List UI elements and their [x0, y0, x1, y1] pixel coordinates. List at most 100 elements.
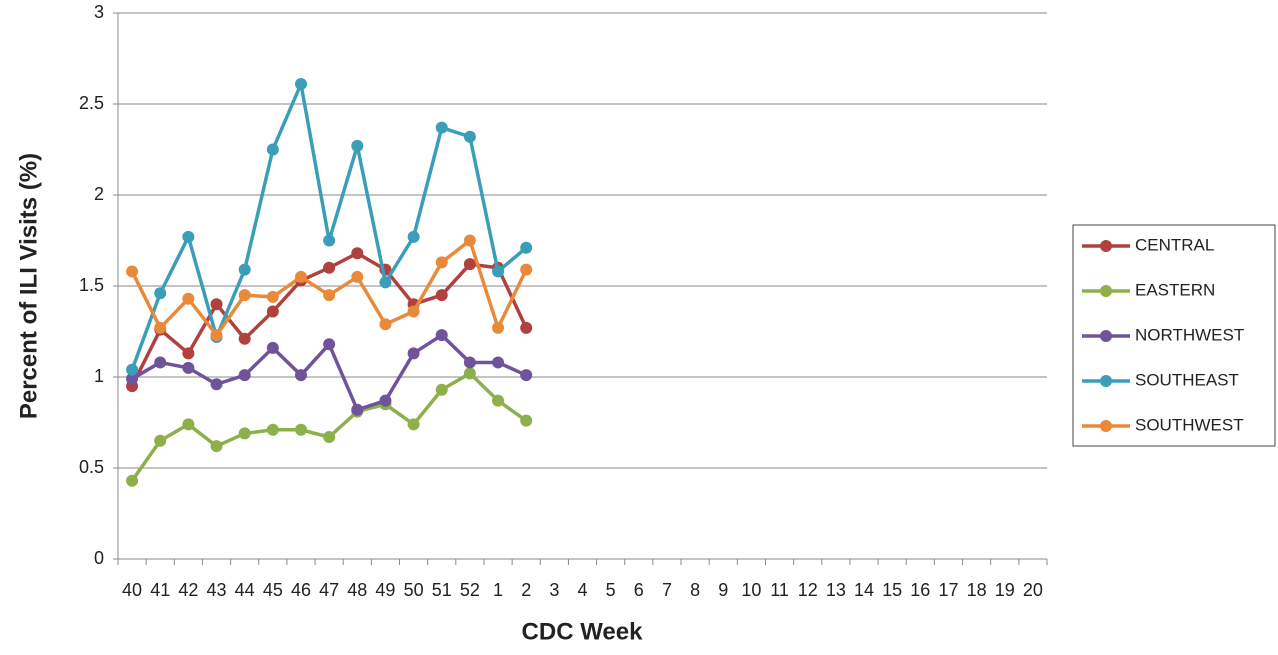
x-tick-label: 47	[319, 580, 339, 600]
point	[294, 270, 307, 283]
point	[407, 347, 420, 360]
x-tick-label: 16	[910, 580, 930, 600]
point	[154, 356, 167, 369]
point	[492, 356, 505, 369]
y-tick-label: 2	[94, 184, 104, 204]
x-tick-label: 45	[263, 580, 283, 600]
point	[266, 423, 279, 436]
x-tick-label: 9	[718, 580, 728, 600]
x-tick-label: 4	[577, 580, 587, 600]
point	[351, 139, 364, 152]
x-tick-label: 3	[549, 580, 559, 600]
point	[182, 230, 195, 243]
point	[210, 440, 223, 453]
x-tick-label: 5	[606, 580, 616, 600]
point	[379, 276, 392, 289]
x-tick-label: 10	[741, 580, 761, 600]
legend-marker	[1100, 420, 1112, 432]
legend-marker	[1100, 330, 1112, 342]
point	[463, 356, 476, 369]
y-tick-label: 0	[94, 548, 104, 568]
x-tick-label: 46	[291, 580, 311, 600]
legend-label: SOUTHEAST	[1135, 370, 1239, 389]
point	[435, 383, 448, 396]
point	[520, 414, 533, 427]
point	[463, 258, 476, 271]
legend-label: EASTERN	[1135, 280, 1215, 299]
x-tick-label: 13	[826, 580, 846, 600]
x-tick-label: 6	[634, 580, 644, 600]
point	[463, 234, 476, 247]
x-tick-label: 52	[460, 580, 480, 600]
point	[323, 431, 336, 444]
x-tick-label: 44	[235, 580, 255, 600]
point	[323, 234, 336, 247]
point	[492, 321, 505, 334]
x-tick-label: 1	[493, 580, 503, 600]
point	[492, 394, 505, 407]
y-axis-title: Percent of ILI Visits (%)	[15, 153, 42, 419]
point	[182, 418, 195, 431]
point	[435, 329, 448, 342]
x-tick-label: 40	[122, 580, 142, 600]
point	[323, 338, 336, 351]
point	[351, 270, 364, 283]
y-tick-label: 2.5	[79, 93, 104, 113]
y-tick-label: 0.5	[79, 457, 104, 477]
point	[294, 77, 307, 90]
x-tick-label: 8	[690, 580, 700, 600]
x-tick-label: 49	[375, 580, 395, 600]
point	[407, 418, 420, 431]
point	[520, 263, 533, 276]
x-tick-label: 14	[854, 580, 874, 600]
point	[126, 372, 139, 385]
x-tick-label: 48	[347, 580, 367, 600]
x-tick-label: 18	[967, 580, 987, 600]
point	[210, 329, 223, 342]
point	[351, 247, 364, 260]
point	[154, 287, 167, 300]
point	[520, 321, 533, 334]
x-tick-label: 17	[938, 580, 958, 600]
point	[463, 367, 476, 380]
point	[182, 347, 195, 360]
point	[520, 241, 533, 254]
point	[182, 292, 195, 305]
y-tick-label: 1.5	[79, 275, 104, 295]
series-line	[130, 77, 528, 371]
x-tick-label: 41	[150, 580, 170, 600]
x-tick-label: 12	[798, 580, 818, 600]
y-tick-label: 1	[94, 366, 104, 386]
legend-label: CENTRAL	[1135, 235, 1214, 254]
x-tick-label: 51	[432, 580, 452, 600]
point	[126, 363, 139, 376]
point	[210, 378, 223, 391]
legend-marker	[1100, 240, 1112, 252]
point	[379, 318, 392, 331]
point	[435, 289, 448, 302]
point	[238, 369, 251, 382]
x-tick-label: 2	[521, 580, 531, 600]
point	[294, 423, 307, 436]
x-tick-label: 11	[770, 580, 789, 600]
point	[520, 369, 533, 382]
legend-label: SOUTHWEST	[1135, 415, 1244, 434]
legend-marker	[1100, 285, 1112, 297]
point	[379, 394, 392, 407]
x-tick-label: 15	[882, 580, 902, 600]
point	[407, 230, 420, 243]
legend-marker	[1100, 375, 1112, 387]
point	[492, 265, 505, 278]
point	[351, 403, 364, 416]
point	[266, 290, 279, 303]
point	[238, 263, 251, 276]
x-axis-title: CDC Week	[522, 618, 644, 645]
point	[126, 474, 139, 487]
point	[266, 341, 279, 354]
x-tick-label: 7	[662, 580, 672, 600]
x-tick-label: 50	[404, 580, 424, 600]
point	[238, 427, 251, 440]
point	[210, 298, 223, 311]
